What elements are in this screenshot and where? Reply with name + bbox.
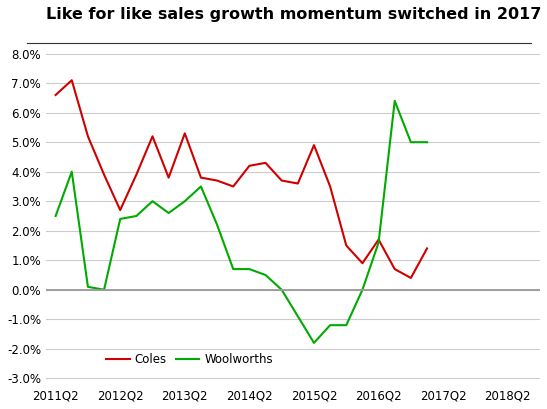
Coles xyxy=(294,181,301,186)
Coles xyxy=(117,208,124,213)
Coles xyxy=(197,175,204,180)
Woolworths xyxy=(424,140,430,145)
Woolworths xyxy=(197,184,204,189)
Coles xyxy=(101,172,107,177)
Woolworths xyxy=(214,222,220,227)
Woolworths xyxy=(165,211,172,216)
Coles xyxy=(375,237,382,242)
Coles xyxy=(246,163,253,168)
Woolworths xyxy=(327,323,334,328)
Coles xyxy=(149,134,156,139)
Woolworths xyxy=(392,99,398,103)
Coles xyxy=(53,92,59,97)
Coles xyxy=(133,172,139,177)
Coles xyxy=(408,276,414,281)
Woolworths xyxy=(262,272,269,277)
Woolworths xyxy=(85,284,91,289)
Woolworths xyxy=(133,213,139,218)
Coles xyxy=(68,78,75,83)
Woolworths xyxy=(359,287,366,292)
Woolworths xyxy=(101,287,107,292)
Woolworths xyxy=(408,140,414,145)
Coles xyxy=(262,160,269,165)
Coles xyxy=(214,178,220,183)
Woolworths xyxy=(311,340,317,345)
Coles xyxy=(165,175,172,180)
Coles xyxy=(182,131,188,136)
Coles xyxy=(359,261,366,266)
Coles xyxy=(278,178,285,183)
Woolworths xyxy=(53,213,59,218)
Woolworths xyxy=(294,314,301,319)
Legend: Coles, Woolworths: Coles, Woolworths xyxy=(101,349,277,371)
Text: Like for like sales growth momentum switched in 2017: Like for like sales growth momentum swit… xyxy=(46,7,542,22)
Coles xyxy=(424,246,430,251)
Woolworths xyxy=(149,199,156,204)
Line: Coles: Coles xyxy=(56,80,427,278)
Coles xyxy=(230,184,236,189)
Coles xyxy=(311,143,317,148)
Coles xyxy=(327,184,334,189)
Woolworths xyxy=(343,323,350,328)
Woolworths xyxy=(182,199,188,204)
Woolworths xyxy=(246,267,253,272)
Line: Woolworths: Woolworths xyxy=(56,101,427,343)
Woolworths xyxy=(68,169,75,174)
Coles xyxy=(85,134,91,139)
Coles xyxy=(392,267,398,272)
Woolworths xyxy=(117,216,124,221)
Woolworths xyxy=(278,287,285,292)
Coles xyxy=(343,243,350,248)
Woolworths xyxy=(375,240,382,245)
Woolworths xyxy=(230,267,236,272)
